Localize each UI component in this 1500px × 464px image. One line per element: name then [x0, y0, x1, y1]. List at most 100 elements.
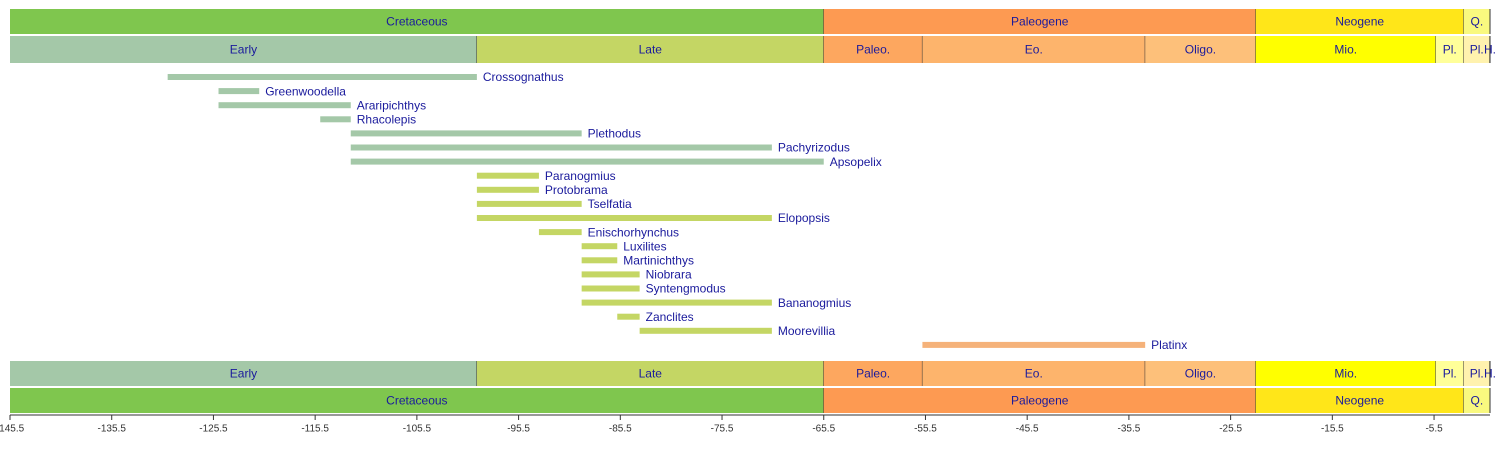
x-tick-label: -145.5 — [0, 424, 25, 435]
taxon-bar — [476, 186, 539, 193]
taxon-label: Paranogmius — [545, 169, 616, 183]
period — [10, 388, 824, 413]
epoch — [10, 361, 477, 386]
taxon-label: Rhacolepis — [357, 112, 416, 126]
x-tick-label: -15.5 — [1321, 424, 1344, 435]
x-tick-label: -25.5 — [1219, 424, 1242, 435]
epoch-label: Early — [230, 367, 257, 381]
epoch — [476, 361, 824, 386]
x-tick-label: -75.5 — [711, 424, 734, 435]
period-label: Q. — [1471, 15, 1484, 29]
period-label: Q. — [1471, 394, 1484, 408]
taxon-bar — [581, 299, 772, 306]
epoch-label: Paleo. — [856, 43, 890, 57]
epoch-label: Mio. — [1334, 43, 1357, 57]
taxon-label: Martinichthys — [623, 253, 694, 267]
epoch-label: Eo. — [1025, 367, 1043, 381]
taxon-label: Plethodus — [588, 127, 641, 141]
epoch-label: H. — [1484, 43, 1496, 57]
epoch-label: H. — [1484, 367, 1496, 381]
period — [1463, 9, 1490, 34]
epoch — [823, 36, 923, 63]
taxon-bar — [476, 200, 582, 207]
period-label: Paleogene — [1011, 15, 1069, 29]
epoch-label: Oligo. — [1185, 43, 1216, 57]
taxon-bar — [350, 158, 824, 165]
epoch-label: Pl. — [1470, 367, 1484, 381]
period — [1463, 388, 1490, 413]
x-tick-label: -105.5 — [403, 424, 432, 435]
taxon-bar — [581, 271, 640, 278]
x-tick-label: -85.5 — [609, 424, 632, 435]
taxon-label: Elopopsis — [778, 211, 830, 225]
taxon-bar — [167, 74, 477, 80]
epoch — [10, 36, 477, 63]
taxon-label: Pachyrizodus — [778, 141, 850, 155]
period-label: Cretaceous — [386, 394, 447, 408]
epoch-label: Paleo. — [856, 367, 890, 381]
epoch — [1463, 361, 1490, 386]
epoch — [1463, 36, 1490, 63]
period-label: Neogene — [1335, 394, 1384, 408]
taxon-bar — [538, 229, 582, 236]
taxon-bar — [581, 243, 618, 250]
epoch — [1145, 36, 1256, 63]
period-label: Paleogene — [1011, 394, 1069, 408]
epoch — [1435, 36, 1464, 63]
x-tick-label: -65.5 — [812, 424, 835, 435]
taxon-label: Zanclites — [646, 310, 694, 324]
taxon-bar — [476, 215, 772, 221]
taxon-bar — [218, 102, 351, 109]
taxon-bar — [617, 313, 640, 320]
taxon-label: Crossognathus — [483, 70, 564, 84]
epoch-label: Late — [639, 43, 663, 57]
period — [823, 9, 1256, 34]
epoch-label: Pl. — [1443, 43, 1457, 57]
epoch-label: Pl. — [1443, 367, 1457, 381]
epoch — [823, 361, 923, 386]
period — [1255, 9, 1464, 34]
epoch-label: Early — [230, 43, 257, 57]
taxon-label: Tselfatia — [588, 197, 632, 211]
taxon-label: Apsopelix — [830, 155, 882, 169]
taxon-bar — [476, 172, 539, 179]
epoch — [1145, 361, 1256, 386]
taxon-label: Moorevillia — [778, 324, 836, 338]
taxon-bar — [639, 327, 772, 334]
taxon-bar — [218, 88, 260, 95]
epoch-label: Oligo. — [1185, 367, 1216, 381]
period-label: Cretaceous — [386, 15, 447, 29]
epoch — [476, 36, 824, 63]
epoch — [922, 361, 1146, 386]
epoch — [1435, 361, 1464, 386]
epoch-label: Eo. — [1025, 43, 1043, 57]
epoch — [922, 36, 1146, 63]
taxon-label: Bananogmius — [778, 296, 851, 310]
period — [1255, 388, 1464, 413]
x-tick-label: -5.5 — [1425, 424, 1443, 435]
x-tick-label: -95.5 — [507, 424, 530, 435]
x-tick-label: -125.5 — [199, 424, 228, 435]
period-label: Neogene — [1335, 15, 1384, 29]
epoch-label: Pl. — [1470, 43, 1484, 57]
epoch — [1255, 36, 1436, 63]
taxon-label: Enischorhynchus — [588, 225, 679, 239]
period — [10, 9, 824, 34]
x-tick-label: -135.5 — [98, 424, 127, 435]
taxon-bar — [922, 341, 1146, 348]
taxon-bar — [320, 116, 351, 123]
epoch — [1255, 361, 1436, 386]
taxon-label: Greenwoodella — [265, 84, 346, 98]
taxon-bar — [581, 285, 640, 292]
taxon-label: Araripichthys — [357, 98, 426, 112]
taxon-bar — [581, 257, 618, 264]
epoch-label: Mio. — [1334, 367, 1357, 381]
taxon-label: Luxilites — [623, 239, 666, 253]
taxon-bar — [350, 144, 772, 151]
taxon-bar — [350, 130, 582, 137]
taxon-label: Platinx — [1151, 338, 1187, 352]
taxon-label: Niobrara — [646, 268, 692, 282]
epoch-label: Late — [639, 367, 663, 381]
